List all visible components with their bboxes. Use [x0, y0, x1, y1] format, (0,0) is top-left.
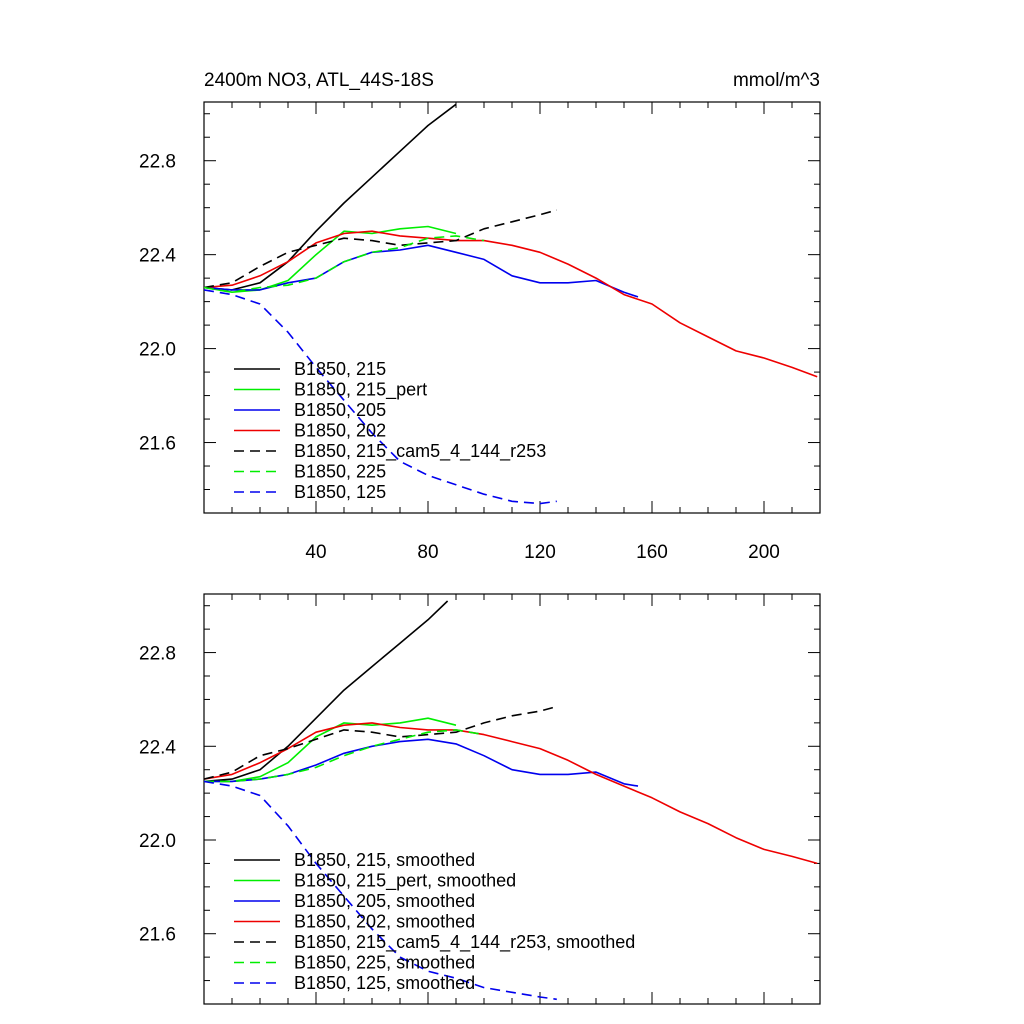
y-tick-label: 22.8 [139, 152, 176, 173]
top-panel: 2400m NO3, ATL_44S-18S mmol/m^3 40 80 120 1… [139, 70, 821, 563]
series-line-3 [204, 244, 639, 298]
legend-label: B1850, 205, smoothed [294, 891, 475, 911]
legend-label: B1850, 225, smoothed [294, 953, 475, 973]
legend-label: B1850, 215_pert [294, 380, 427, 401]
chart-title: 2400m NO3, ATL_44S-18S [204, 70, 434, 91]
series-line-7 [204, 780, 557, 1001]
x-tick-label: 200 [748, 542, 780, 563]
legend-label: B1850, 205 [294, 400, 386, 420]
series-line-6 [204, 235, 485, 294]
y-tick-label: 22.0 [139, 340, 176, 361]
legend-label: B1850, 215_pert, smoothed [294, 871, 516, 892]
x-tick-label: 40 [305, 542, 326, 563]
series-line-4 [204, 230, 818, 378]
y-tick-label: 22.8 [139, 644, 176, 665]
y-tick-label: 21.6 [139, 925, 176, 946]
series-line-5 [204, 209, 558, 289]
x-tick-label: 120 [524, 542, 556, 563]
y-tick-label: 22.4 [139, 737, 176, 758]
legend-label: B1850, 215, smoothed [294, 850, 475, 870]
series-line-3 [204, 738, 639, 787]
series-line-7 [204, 289, 557, 505]
y-tick-label: 21.6 [139, 434, 176, 455]
legend-label: B1850, 225 [294, 462, 386, 482]
series-line-5 [204, 705, 558, 780]
legend-label: B1850, 215 [294, 359, 386, 379]
legend-label: B1850, 215_cam5_4_144_r253, smoothed [294, 932, 635, 953]
y-tick-label: 22.0 [139, 831, 176, 852]
legend-label: B1850, 125 [294, 482, 386, 502]
x-tick-label: 160 [636, 542, 668, 563]
units-label: mmol/m^3 [733, 70, 820, 91]
x-tick-label: 80 [417, 542, 438, 563]
series-line-2 [204, 225, 457, 294]
series-line-6 [204, 729, 485, 783]
legend-label: B1850, 202 [294, 421, 386, 441]
legend-label: B1850, 125, smoothed [294, 973, 475, 993]
series-group [204, 600, 818, 1001]
y-tick-label: 22.4 [139, 246, 176, 267]
legend-label: B1850, 202, smoothed [294, 912, 475, 932]
legend-label: B1850, 215_cam5_4_144_r253 [294, 441, 546, 462]
series-line-4 [204, 722, 818, 865]
series-group [204, 103, 818, 505]
series-line-1 [204, 600, 449, 783]
series-line-1 [204, 103, 457, 291]
series-line-2 [204, 717, 457, 783]
